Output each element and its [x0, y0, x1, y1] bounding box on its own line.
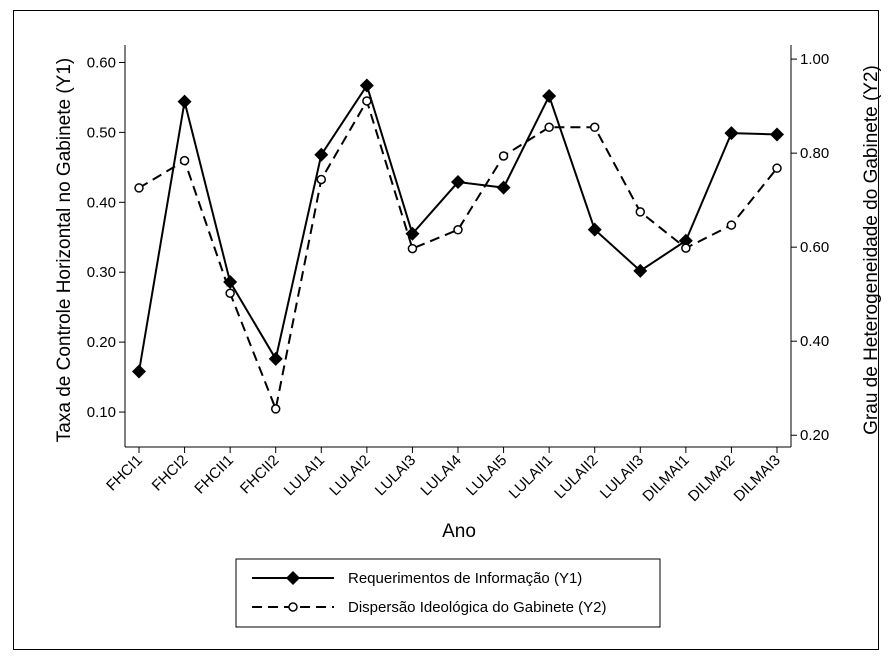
legend-diamond-marker [286, 571, 300, 585]
legend-label-series-1: Requerimentos de Informação (Y1) [348, 570, 582, 587]
x-axis-title: Ano [442, 521, 476, 542]
legend: Requerimentos de Informação (Y1) Dispers… [235, 558, 661, 628]
y1-axis-title: Taxa de Controle Horizontal no Gabinete … [54, 58, 75, 442]
y1-tick-label: 0.30 [87, 264, 116, 281]
series-2-circle-point [498, 151, 509, 161]
series-1-diamond-point [587, 222, 602, 237]
y1-tick-label: 0.50 [87, 124, 116, 141]
series-1-diamond-point [314, 147, 329, 162]
series-1-diamond-point [359, 78, 374, 93]
series-2-circle-point [316, 174, 327, 185]
y1-tick-label: 0.20 [87, 334, 116, 351]
x-tick-label: LULAI3 [372, 452, 419, 499]
series-1-diamond-point [542, 89, 557, 104]
series-layer [132, 78, 784, 414]
x-tick-label: FHCII1 [191, 452, 237, 498]
series-1-diamond-point [724, 126, 739, 141]
series-1-diamond-point [132, 364, 146, 379]
x-tick-label: FHCII2 [237, 452, 283, 498]
series-2-circle-point [270, 404, 281, 414]
series-1-diamond-point [633, 263, 648, 278]
x-tick-label: LULAII2 [551, 452, 601, 502]
x-tick-label: DILMAI1 [639, 452, 692, 505]
y2-axis-title: Grau de Heterogeneidade do Gabinete (Y2) [861, 65, 882, 435]
x-tick-label: FHCI1 [103, 452, 146, 495]
y1-tick-label: 0.60 [87, 54, 116, 71]
series-1-diamond-point [496, 180, 511, 195]
x-tick-label: LULAI4 [417, 452, 464, 499]
y2-tick-label: 0.20 [800, 427, 829, 444]
series-2-circle-point [453, 225, 463, 235]
y1-tick-label: 0.10 [87, 404, 116, 421]
x-tick-label: DILMAI2 [685, 452, 738, 505]
legend-box [235, 558, 661, 628]
y2-tick-label: 0.80 [800, 145, 829, 162]
series-2-circle-point [772, 163, 782, 173]
right-y-axis-ticks: 0.20 0.40 0.60 0.80 1.00 [791, 51, 829, 444]
y2-tick-label: 0.40 [800, 333, 829, 350]
legend-circle-marker [288, 602, 298, 612]
series-1-diamond-point [451, 175, 465, 190]
series-2-circle-point [726, 220, 737, 230]
left-y-axis-ticks: 0.10 0.20 0.30 0.40 0.50 0.60 [87, 54, 125, 421]
series-2-circle-point [134, 183, 144, 193]
series-2-circle-point [362, 96, 372, 106]
y2-tick-label: 1.00 [800, 51, 829, 68]
figure-frame [13, 10, 879, 650]
x-tick-label: LULAI1 [281, 452, 328, 499]
series-2-circle-point [544, 122, 554, 133]
y2-tick-label: 0.60 [800, 239, 829, 256]
x-tick-label: LULAI5 [463, 452, 510, 499]
series-2-circle-point [179, 155, 190, 166]
series-2-circle-point [635, 207, 646, 217]
series-2-circle-point [681, 243, 691, 253]
x-tick-label: DILMAI3 [731, 452, 784, 505]
series-2-line [138, 98, 778, 413]
legend-label-series-2: Dispersão Ideológica do Gabinete (Y2) [348, 599, 607, 616]
series-1-diamond-point [678, 233, 693, 248]
series-2-circle-point [589, 122, 600, 133]
x-tick-label: FHCI2 [149, 452, 192, 495]
x-tick-label: LULAI2 [326, 452, 373, 499]
series-1-diamond-point [177, 94, 192, 109]
y1-tick-label: 0.40 [87, 194, 116, 211]
series-1-diamond-point [770, 127, 784, 142]
series-2-circle-point [407, 243, 418, 254]
x-tick-label: LULAII1 [506, 452, 556, 502]
series-2-circle-point [225, 288, 235, 299]
series-1-diamond-point [268, 351, 283, 366]
x-axis-ticks: FHCI1 FHCI2 FHCII1 FHCII2LULAI1LULAI2LULAI3… [103, 447, 784, 505]
